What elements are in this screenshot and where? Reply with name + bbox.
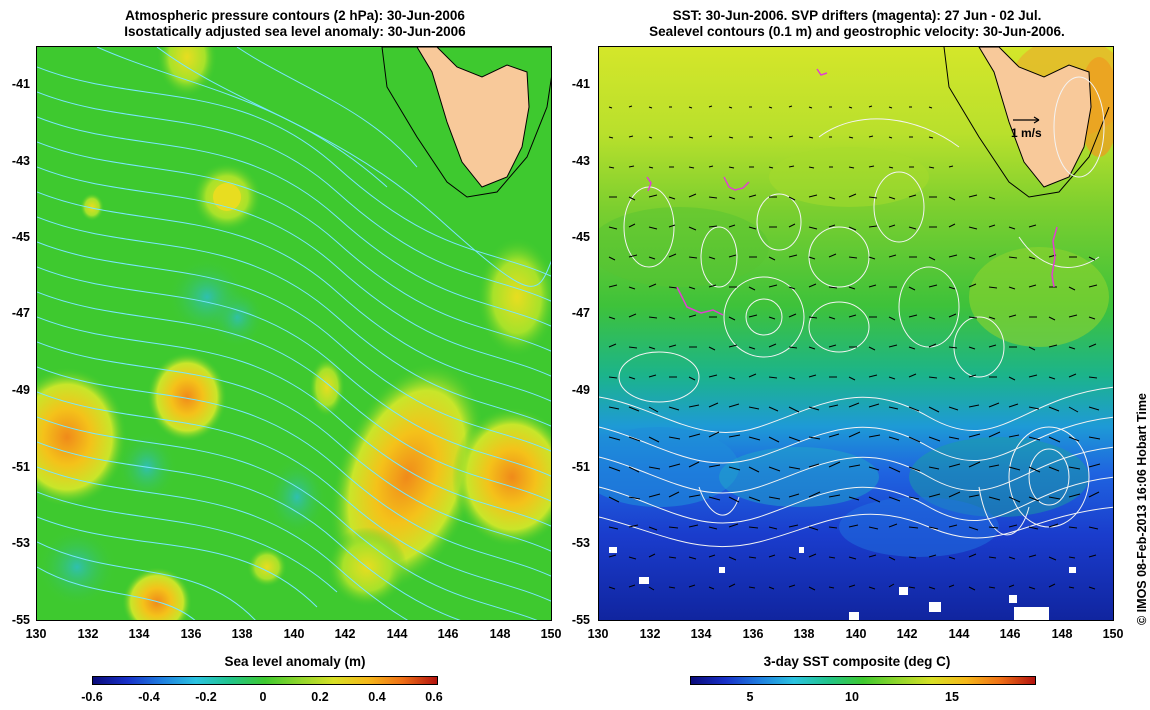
left-lon-label: 150 [540,627,562,641]
left-title-line2: Isostatically adjusted sea level anomaly… [124,24,466,39]
right-lon-label: 148 [1051,627,1073,641]
sst-colorbar-label: 10 [845,690,859,704]
sst-map: 1 m/s [598,46,1114,621]
left-lat-label: -43 [11,154,30,168]
sla-colorbar-title: Sea level anomaly (m) [224,654,366,669]
right-title: SST: 30-Jun-2006. SVP drifters (magenta)… [598,8,1116,40]
left-lat-label: -41 [11,77,30,91]
right-lat-label: -51 [571,460,590,474]
svp-drifter-tracks [646,68,1058,316]
left-lon-label: 138 [231,627,253,641]
right-lon-label: 146 [999,627,1021,641]
pressure-contours [37,47,551,620]
right-lat-label: -47 [571,306,590,320]
geostrophic-velocity-field [608,105,1101,591]
left-lat-label: -47 [11,306,30,320]
right-lat-label: -53 [571,536,590,550]
sla-colorbar-label: 0.6 [425,690,443,704]
sla-colorbar-label: -0.4 [138,690,160,704]
left-lon-label: 146 [437,627,459,641]
missing-data-patches [609,547,1076,620]
left-title-line1: Atmospheric pressure contours (2 hPa): 3… [125,8,465,23]
left-lat-label: -49 [11,383,30,397]
left-lon-label: 142 [334,627,356,641]
sla-map-svg [37,47,551,620]
right-lon-label: 130 [587,627,609,641]
sst-colorbar-title: 3-day SST composite (deg C) [763,654,951,669]
sla-colorbar-label: 0 [259,690,267,704]
right-title-line1: SST: 30-Jun-2006. SVP drifters (magenta)… [672,8,1042,23]
left-lon-label: 136 [180,627,202,641]
sst-map-svg [599,47,1113,620]
left-lon-label: 134 [128,627,150,641]
left-lon-label: 144 [386,627,408,641]
right-lon-label: 138 [793,627,815,641]
right-lat-label: -41 [571,77,590,91]
right-title-line2: Sealevel contours (0.1 m) and geostrophi… [649,24,1065,39]
right-lat-label: -45 [571,230,590,244]
left-title: Atmospheric pressure contours (2 hPa): 3… [36,8,554,40]
sla-colorbar [92,676,438,685]
tasmania-landmass [381,47,551,198]
sla-colorbar-label: -0.6 [81,690,103,704]
right-lat-label: -49 [571,383,590,397]
left-lon-label: 148 [489,627,511,641]
right-lon-label: 134 [690,627,712,641]
right-lat-label: -43 [571,154,590,168]
right-lon-label: 136 [742,627,764,641]
right-lon-label: 144 [948,627,970,641]
right-lon-label: 140 [845,627,867,641]
velocity-scale-label: 1 m/s [1011,126,1042,140]
sla-map [36,46,552,621]
sst-colorbar-label: 5 [746,690,754,704]
left-lat-label: -51 [11,460,30,474]
right-lon-label: 142 [896,627,918,641]
left-lon-label: 132 [77,627,99,641]
sla-colorbar-label: 0.2 [311,690,329,704]
right-lon-label: 150 [1102,627,1124,641]
left-lat-label: -45 [11,230,30,244]
left-lon-label: 140 [283,627,305,641]
sst-colorbar [690,676,1036,685]
left-lon-label: 130 [25,627,47,641]
left-lat-label: -53 [11,536,30,550]
right-lon-label: 132 [639,627,661,641]
imos-credit: © IMOS 08-Feb-2013 16:06 Hobart Time [1135,393,1149,625]
right-lat-label: -55 [571,613,590,627]
sla-colorbar-label: 0.4 [368,690,386,704]
sst-colorbar-label: 15 [945,690,959,704]
velocity-scale-arrow [1013,116,1040,124]
sla-colorbar-label: -0.2 [195,690,217,704]
left-lat-label: -55 [11,613,30,627]
